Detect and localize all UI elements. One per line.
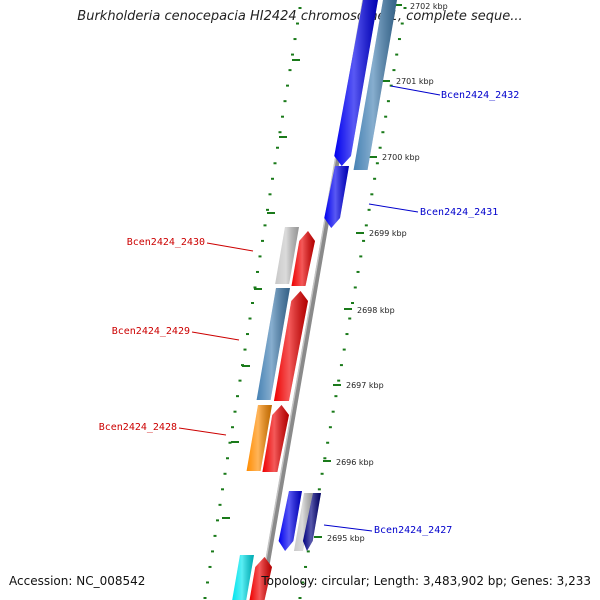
gene-bcen2424-2432-b[interactable] — [353, 0, 397, 170]
scale-labels: 2702 kbp 2701 kbp 2700 kbp 2699 kbp 2698… — [327, 2, 448, 543]
scale-ticks — [203, 4, 407, 599]
gene-bcen2424-2426-b[interactable] — [249, 557, 272, 600]
gene-bcen2424-2428-b[interactable] — [262, 405, 289, 472]
gene-label-bcen2424-2430[interactable]: Bcen2424_2430 — [127, 237, 205, 248]
gene-bcen2424-2426-a[interactable] — [232, 555, 254, 600]
scale-label: 2702 kbp — [410, 2, 448, 11]
topology-summary: Topology: circular; Length: 3,483,902 bp… — [261, 574, 591, 588]
gene-label-bcen2424-2427[interactable]: Bcen2424_2427 — [374, 525, 452, 536]
gene-bcen2424-2427-c[interactable] — [302, 493, 321, 551]
leader-line — [323, 524, 373, 532]
gene-bcen2424-2427-a[interactable] — [278, 491, 302, 551]
gene-bcen2424-2431[interactable] — [324, 166, 349, 228]
leader-line — [191, 331, 240, 341]
gene-bcen2424-2427-b[interactable] — [293, 493, 313, 551]
gene-bcen2424-2429-b[interactable] — [273, 291, 308, 401]
scale-label: 2698 kbp — [357, 306, 395, 315]
scale-label: 2696 kbp — [336, 458, 374, 467]
leader-line — [206, 242, 254, 252]
leader-line — [178, 427, 227, 436]
leader-line — [390, 85, 441, 96]
gene-bcen2424-2432-a[interactable] — [334, 0, 378, 166]
scale-label: 2699 kbp — [369, 229, 407, 238]
gene-labels: Bcen2424_2432 Bcen2424_2431 Bcen2424_243… — [99, 90, 520, 536]
gene-features — [232, 0, 397, 600]
scale-label: 2700 kbp — [382, 153, 420, 162]
gene-bcen2424-2428-a[interactable] — [246, 405, 272, 471]
gene-bcen2424-2429-a[interactable] — [256, 288, 290, 400]
gene-label-bcen2424-2432[interactable]: Bcen2424_2432 — [441, 90, 519, 101]
map-title: Burkholderia cenocepacia HI2424 chromoso… — [77, 9, 523, 24]
scale-label: 2695 kbp — [327, 534, 365, 543]
gene-label-bcen2424-2428[interactable]: Bcen2424_2428 — [99, 422, 177, 433]
leader-line — [368, 203, 419, 213]
gene-label-bcen2424-2429[interactable]: Bcen2424_2429 — [112, 326, 190, 337]
label-leader-lines — [178, 85, 441, 532]
scale-label: 2701 kbp — [396, 77, 434, 86]
accession-text: Accession: NC_008542 — [9, 574, 146, 588]
gene-bcen2424-2430-b[interactable] — [291, 231, 315, 286]
scale-label: 2697 kbp — [346, 381, 384, 390]
gene-bcen2424-2430-a[interactable] — [275, 227, 299, 284]
gene-label-bcen2424-2431[interactable]: Bcen2424_2431 — [420, 207, 498, 218]
